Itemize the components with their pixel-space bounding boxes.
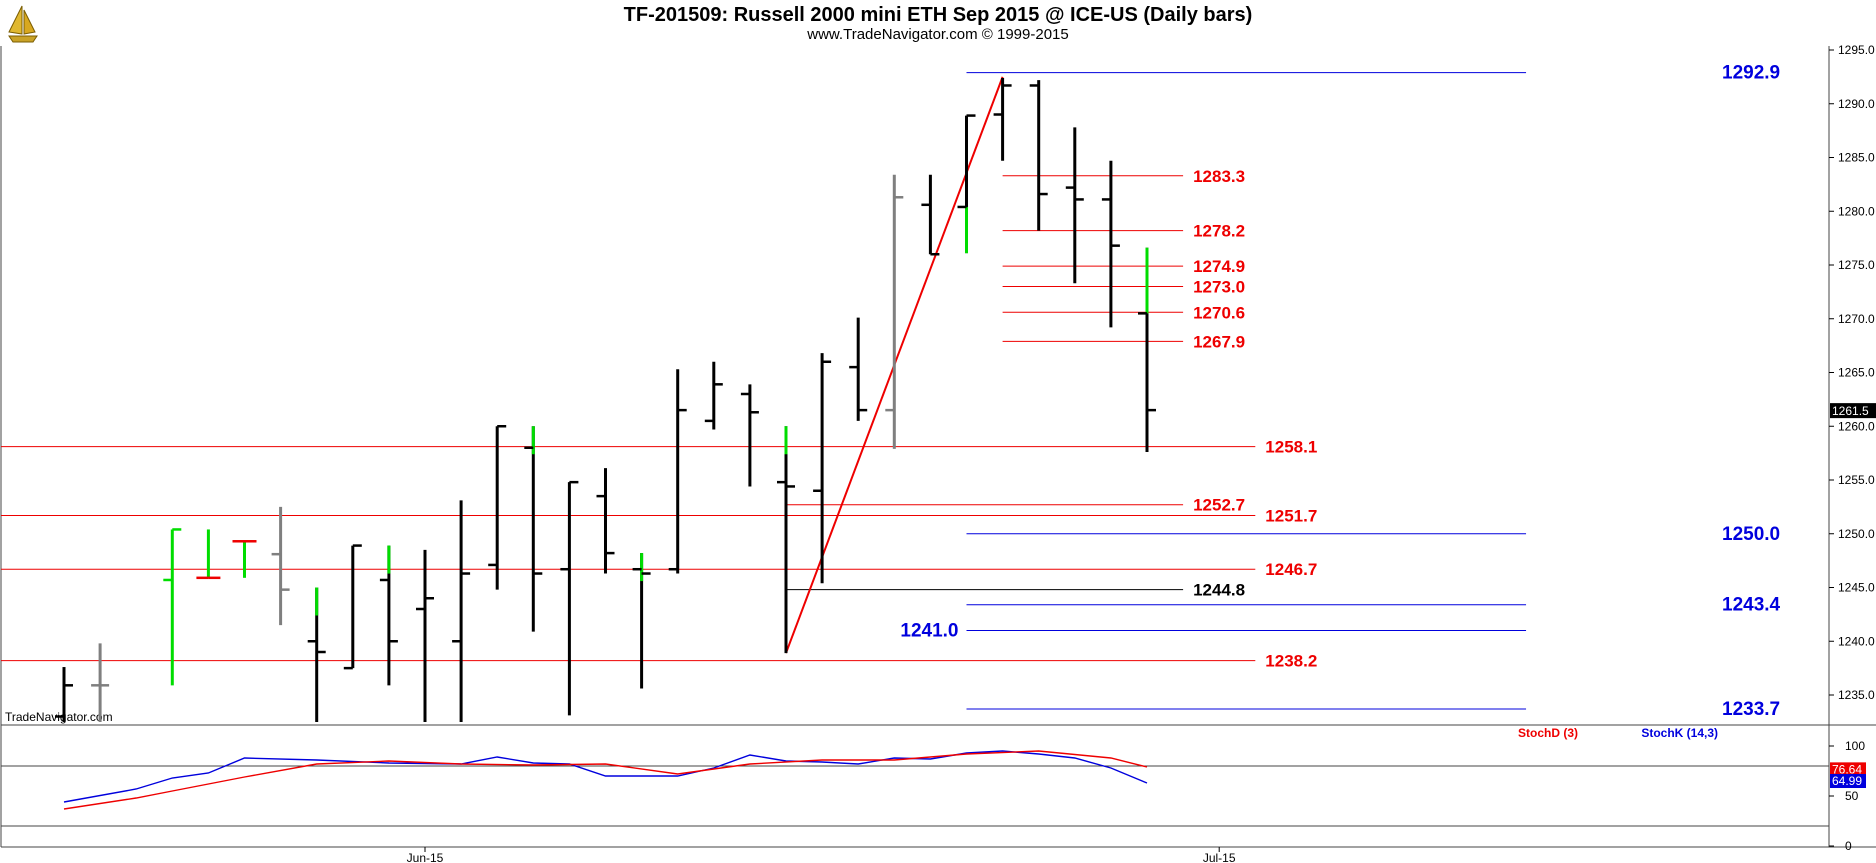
stoch-tick-label: 100: [1845, 739, 1865, 753]
price-bar: [993, 77, 1012, 161]
price-bar: [740, 384, 759, 487]
chart-title: TF-201509: Russell 2000 mini ETH Sep 201…: [624, 4, 1253, 26]
time-axis-layer: Jun-15 Jul-15: [407, 847, 1236, 863]
level-label: 1292.9: [1722, 63, 1780, 84]
price-tick-label: 1260.0: [1838, 419, 1875, 433]
last-price-tag: [1830, 403, 1876, 419]
level-label: 1251.7: [1265, 506, 1317, 525]
price-bar: [1101, 160, 1120, 328]
level-label: 1244.8: [1193, 581, 1245, 600]
stoch-d-value: 76.64: [1832, 762, 1862, 776]
level-label: 1273.0: [1193, 278, 1245, 297]
chart-subtitle: www.TradeNavigator.com © 1999-2015: [806, 26, 1068, 43]
price-tick-label: 1275.0: [1838, 258, 1875, 272]
price-bar: [91, 643, 110, 722]
price-tick-label: 1235.0: [1838, 688, 1875, 702]
price-bar: [232, 540, 257, 578]
level-label: 1241.0: [900, 621, 958, 642]
time-tick-label: Jul-15: [1203, 851, 1236, 863]
price-bar: [849, 317, 868, 421]
price-tick-label: 1295.0: [1838, 43, 1875, 57]
price-bar: [1065, 127, 1084, 284]
level-label: 1283.3: [1193, 167, 1245, 186]
stoch-k-value: 64.99: [1832, 774, 1862, 788]
price-bar: [632, 553, 651, 689]
price-bar: [343, 544, 362, 670]
price-bar: [55, 667, 73, 722]
legend-stoch-k: StochK (14,3): [1641, 726, 1718, 740]
legend-stoch-d: StochD (3): [1518, 726, 1578, 740]
price-bar: [668, 369, 687, 574]
level-label: 1252.7: [1193, 496, 1245, 515]
price-bar: [813, 353, 832, 584]
price-tick-label: 1290.0: [1838, 97, 1875, 111]
level-label: 1238.2: [1265, 652, 1317, 671]
price-bar: [596, 468, 615, 574]
level-label: 1246.7: [1265, 560, 1317, 579]
level-label: 1243.4: [1722, 595, 1781, 616]
sailboat-logo-icon: [8, 5, 38, 43]
price-bar: [488, 425, 507, 590]
price-bar: [379, 545, 398, 686]
price-tick-label: 1250.0: [1838, 527, 1875, 541]
level-label: 1278.2: [1193, 222, 1245, 241]
level-label: 1267.9: [1193, 332, 1245, 351]
price-bar: [921, 174, 940, 256]
price-tick-label: 1270.0: [1838, 312, 1875, 326]
price-bar: [163, 528, 182, 686]
level-label: 1274.9: [1193, 257, 1245, 276]
price-bar: [452, 500, 471, 722]
stoch-d-line: [63, 750, 1148, 810]
level-label: 1270.6: [1193, 303, 1245, 322]
price-bar: [416, 549, 434, 722]
levels-layer: 1292.9 1283.3 1278.2 1274.9 1273.0 1270.6 1267…: [1, 63, 1781, 720]
price-bar: [196, 529, 221, 580]
price-bar: [307, 587, 326, 722]
price-bar: [560, 480, 579, 716]
level-label: 1233.7: [1722, 699, 1780, 720]
price-tick-label: 1280.0: [1838, 204, 1875, 218]
price-axis-layer: 1295.0 1290.0 1285.0 1280.0 1275.0 1270.0 1265…: [1829, 43, 1876, 702]
stoch-tick-label: 0: [1845, 839, 1852, 853]
price-bar: [704, 361, 723, 430]
price-bar: [957, 114, 976, 254]
price-bars-layer: [55, 77, 1156, 722]
price-bar: [1029, 80, 1048, 231]
price-tick-label: 1255.0: [1838, 473, 1875, 487]
price-tick-label: 1245.0: [1838, 581, 1875, 595]
price-tick-label: 1285.0: [1838, 151, 1875, 165]
price-bar: [271, 506, 290, 626]
price-tick-label: 1240.0: [1838, 634, 1875, 648]
price-bar: [777, 426, 795, 654]
price-bar: [885, 174, 904, 449]
time-tick-label: Jun-15: [407, 851, 444, 863]
level-label: 1250.0: [1722, 524, 1780, 545]
stoch-d-tag: [1830, 762, 1866, 777]
stochastic-panel: StochD (3) StochK (14,3) 100 50 0 76.6464.9…: [1, 726, 1866, 853]
last-price-label: 1261.5: [1832, 404, 1869, 418]
price-tick-label: 1265.0: [1838, 366, 1875, 380]
stoch-tick-label: 50: [1845, 789, 1859, 803]
level-label: 1258.1: [1265, 438, 1317, 457]
stoch-k-tag: [1830, 774, 1866, 789]
price-bar: [524, 426, 543, 632]
price-bar: [1138, 247, 1156, 453]
